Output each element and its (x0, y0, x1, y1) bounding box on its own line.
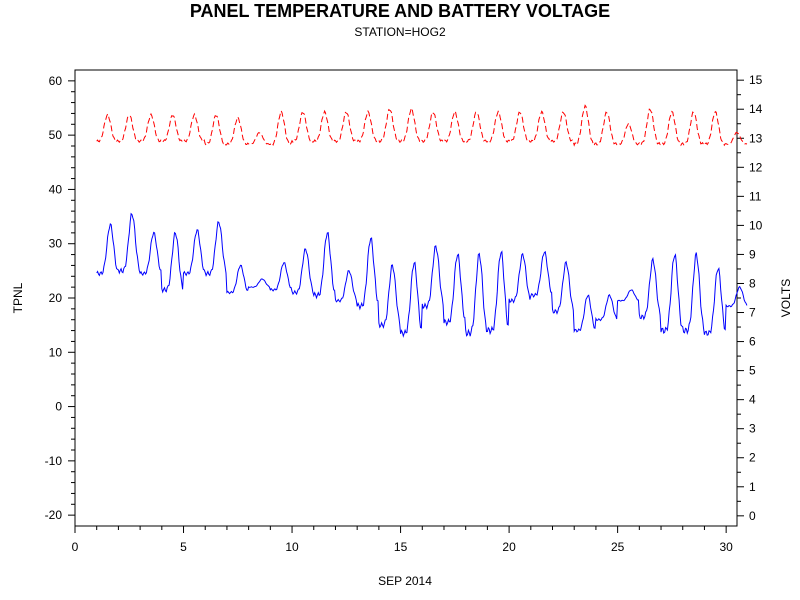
y-left-tick-label: 40 (49, 182, 63, 196)
x-tick-label: 15 (394, 540, 408, 554)
y-right-tick-label: 2 (749, 451, 756, 465)
y-left-tick-label: 30 (49, 237, 63, 251)
y-left-tick-label: 0 (55, 400, 62, 414)
chart-subtitle: STATION=HOG2 (354, 25, 446, 39)
volts-series-line (96, 104, 748, 147)
y-right-tick-label: 0 (749, 509, 756, 523)
y-right-tick-label: 7 (749, 306, 756, 320)
y-right-tick-label: 4 (749, 393, 756, 407)
plot-frame (74, 69, 738, 527)
x-tick-label: 20 (502, 540, 516, 554)
y-right-tick-label: 5 (749, 364, 756, 378)
x-tick-label: 5 (180, 540, 187, 554)
y-right-tick-label: 14 (749, 102, 763, 116)
y-right-tick-label: 3 (749, 422, 756, 436)
y-left-tick-label: 10 (49, 345, 63, 359)
y-left-tick-label: -10 (45, 454, 63, 468)
y-axis-left: -20 -10 0 10 20 30 40 50 60 (45, 74, 75, 522)
y-axis-right-label: VOLTS (779, 279, 793, 317)
x-tick-label: 25 (611, 540, 625, 554)
y-right-tick-label: 6 (749, 335, 756, 349)
y-right-tick-label: 1 (749, 480, 756, 494)
y-right-tick-label: 11 (749, 189, 762, 203)
y-left-tick-label: 50 (49, 128, 63, 142)
y-left-tick-label: -20 (45, 508, 63, 522)
y-axis-left-label: TPNL (11, 282, 25, 313)
y-right-tick-label: 12 (749, 160, 763, 174)
x-tick-label: 0 (72, 540, 79, 554)
y-right-tick-label: 9 (749, 247, 756, 261)
y-right-tick-label: 10 (749, 218, 763, 232)
chart-title: PANEL TEMPERATURE AND BATTERY VOLTAGE (190, 1, 610, 21)
y-right-tick-label: 13 (749, 131, 763, 145)
x-tick-label: 30 (719, 540, 733, 554)
x-axis: 0 5 10 15 20 25 30 (72, 526, 733, 554)
x-axis-label: SEP 2014 (378, 574, 432, 588)
y-left-tick-label: 20 (49, 291, 63, 305)
x-tick-label: 10 (285, 540, 299, 554)
y-left-tick-label: 60 (49, 74, 63, 88)
y-right-tick-label: 15 (749, 73, 763, 87)
tpnl-series-line (96, 212, 748, 338)
y-right-tick-label: 8 (749, 276, 756, 290)
